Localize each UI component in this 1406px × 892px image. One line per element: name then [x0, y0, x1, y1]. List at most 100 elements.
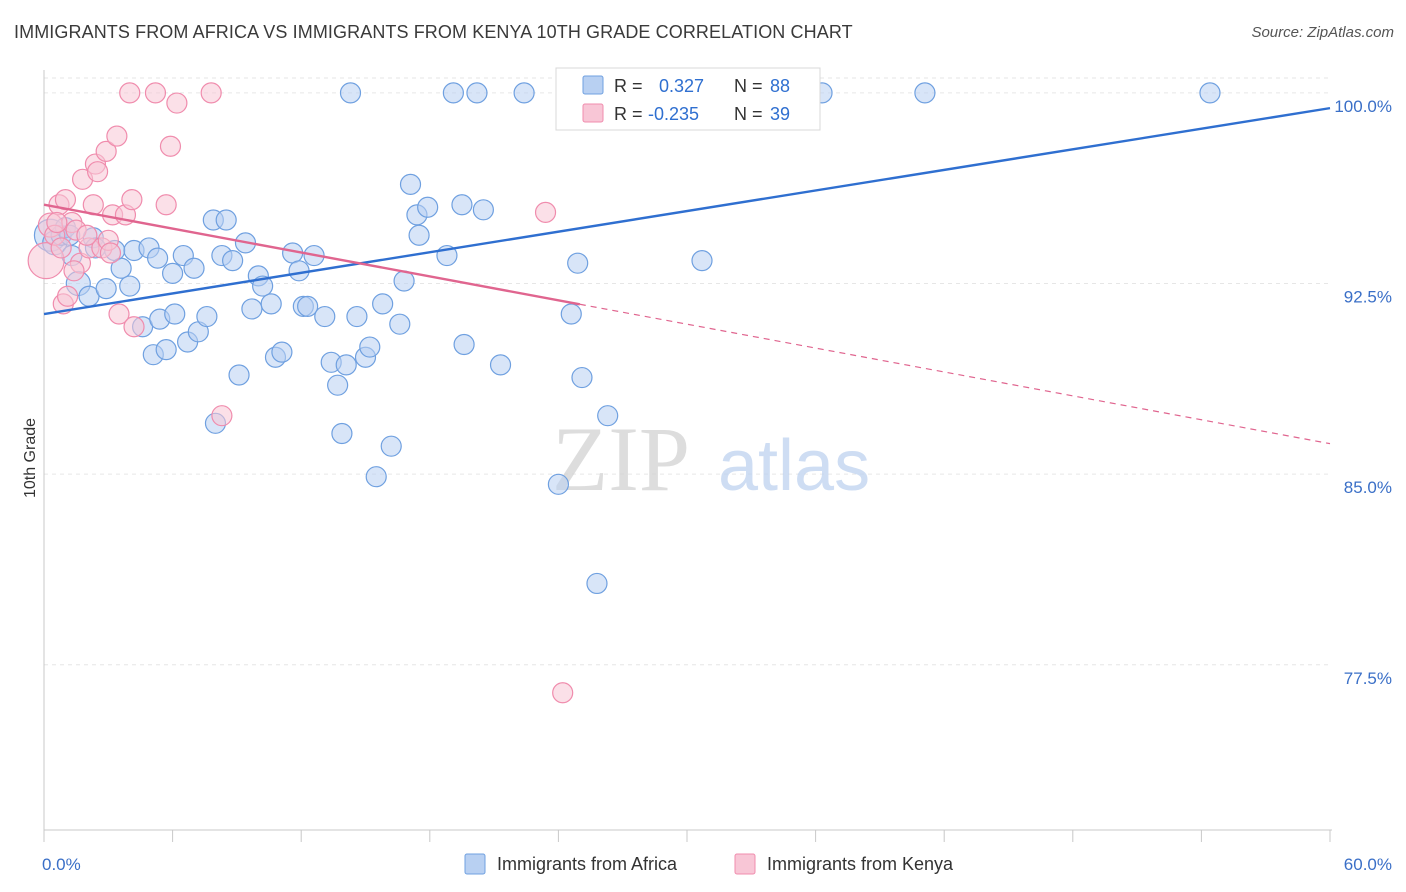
y-tick-label: 100.0%	[1334, 97, 1392, 116]
africa-point	[331, 422, 353, 445]
africa-point	[489, 354, 512, 376]
watermark: ZIP atlas	[552, 408, 870, 510]
y-axis-label: 10th Grade	[22, 418, 39, 498]
kenya-point	[86, 161, 109, 183]
kenya-point	[46, 211, 68, 234]
kenya-point	[63, 260, 85, 282]
africa-point	[453, 333, 475, 356]
africa-point	[271, 341, 293, 363]
africa-point	[547, 473, 570, 495]
stats-n-label-africa: N =	[734, 76, 768, 96]
africa-point	[146, 247, 169, 269]
gridlines: 100.0% 92.5% 85.0% 77.5%	[44, 77, 1392, 688]
stats-legend: R = 0.327 N = 88 R = -0.235 N = 39	[555, 67, 821, 131]
africa-point	[586, 572, 608, 595]
trend-lines	[43, 106, 1331, 445]
kenya-point	[119, 82, 141, 104]
africa-point	[442, 82, 464, 104]
y-tick-label: 85.0%	[1344, 478, 1392, 497]
legend-swatch-kenya	[734, 853, 756, 875]
kenya-point	[106, 125, 128, 147]
africa-point	[560, 303, 582, 325]
africa-point	[380, 435, 402, 457]
stats-n-value-africa: 88	[770, 76, 790, 96]
kenya-point	[166, 92, 188, 114]
africa-point	[162, 262, 184, 284]
africa-point	[359, 336, 381, 358]
axes	[43, 70, 1332, 842]
africa-point	[472, 199, 494, 221]
africa-point	[372, 293, 394, 315]
africa-point	[314, 305, 336, 328]
kenya-point	[155, 194, 177, 216]
africa-point	[408, 224, 430, 246]
stats-n-value-kenya: 39	[770, 104, 790, 124]
stats-r-value-kenya: -0.235	[648, 104, 699, 124]
stats-r-label-kenya: R =	[614, 104, 648, 124]
africa-point	[513, 82, 535, 104]
africa-point	[164, 303, 186, 325]
africa-point	[155, 338, 177, 361]
x-tick-label-max: 60.0%	[1344, 855, 1392, 874]
kenya-trend-extension	[579, 303, 1331, 445]
stats-swatch-africa	[582, 75, 604, 95]
africa-point	[451, 194, 473, 216]
africa-trend-line	[43, 106, 1331, 316]
scatter-points	[27, 82, 1221, 704]
africa-point	[110, 257, 132, 279]
africa-point	[691, 250, 713, 272]
africa-point	[241, 298, 263, 320]
kenya-point	[552, 682, 574, 704]
y-tick-label: 77.5%	[1344, 669, 1392, 688]
africa-point	[571, 366, 593, 389]
chart-title: IMMIGRANTS FROM AFRICA VS IMMIGRANTS FRO…	[14, 22, 853, 42]
africa-point	[914, 82, 936, 104]
kenya-point	[50, 237, 72, 259]
africa-point	[417, 196, 439, 218]
africa-point	[567, 252, 589, 274]
africa-point	[222, 250, 244, 272]
africa-point	[297, 295, 319, 317]
africa-point	[335, 354, 357, 376]
watermark-zip: ZIP	[552, 408, 690, 510]
stats-n-label-kenya: N =	[734, 104, 768, 124]
kenya-point	[123, 316, 145, 338]
africa-point	[215, 209, 237, 231]
legend-label-africa: Immigrants from Africa	[497, 854, 678, 874]
kenya-point	[159, 135, 182, 157]
kenya-point	[121, 189, 143, 211]
y-tick-label: 92.5%	[1344, 288, 1392, 307]
kenya-trend-line	[43, 203, 581, 306]
africa-point	[365, 466, 387, 488]
legend-label-kenya: Immigrants from Kenya	[767, 854, 954, 874]
kenya-point	[108, 303, 130, 325]
kenya-point	[56, 285, 79, 307]
africa-point	[119, 275, 141, 297]
x-tick-label-min: 0.0%	[42, 855, 81, 874]
kenya-point	[211, 405, 233, 427]
legend: Immigrants from Africa Immigrants from K…	[464, 853, 954, 875]
watermark-atlas: atlas	[718, 426, 870, 506]
africa-point	[252, 275, 274, 297]
kenya-point	[95, 140, 117, 162]
africa-point	[1199, 82, 1221, 104]
africa-point	[327, 374, 349, 396]
africa-point	[228, 364, 250, 386]
africa-point	[466, 82, 488, 104]
stats-r-label-africa: R =	[614, 76, 648, 96]
stats-r-value-africa: 0.327	[659, 76, 704, 96]
kenya-point	[534, 201, 557, 223]
chart-source: Source: ZipAtlas.com	[1251, 24, 1394, 41]
kenya-point	[144, 82, 167, 104]
stats-swatch-kenya	[582, 103, 604, 123]
africa-point	[346, 305, 368, 328]
africa-point	[183, 257, 205, 279]
africa-point	[95, 277, 117, 300]
africa-point	[597, 405, 619, 427]
kenya-point	[200, 82, 222, 104]
africa-point	[399, 173, 422, 195]
africa-point	[288, 260, 310, 282]
kenya-point	[99, 242, 122, 264]
africa-point	[339, 82, 362, 104]
